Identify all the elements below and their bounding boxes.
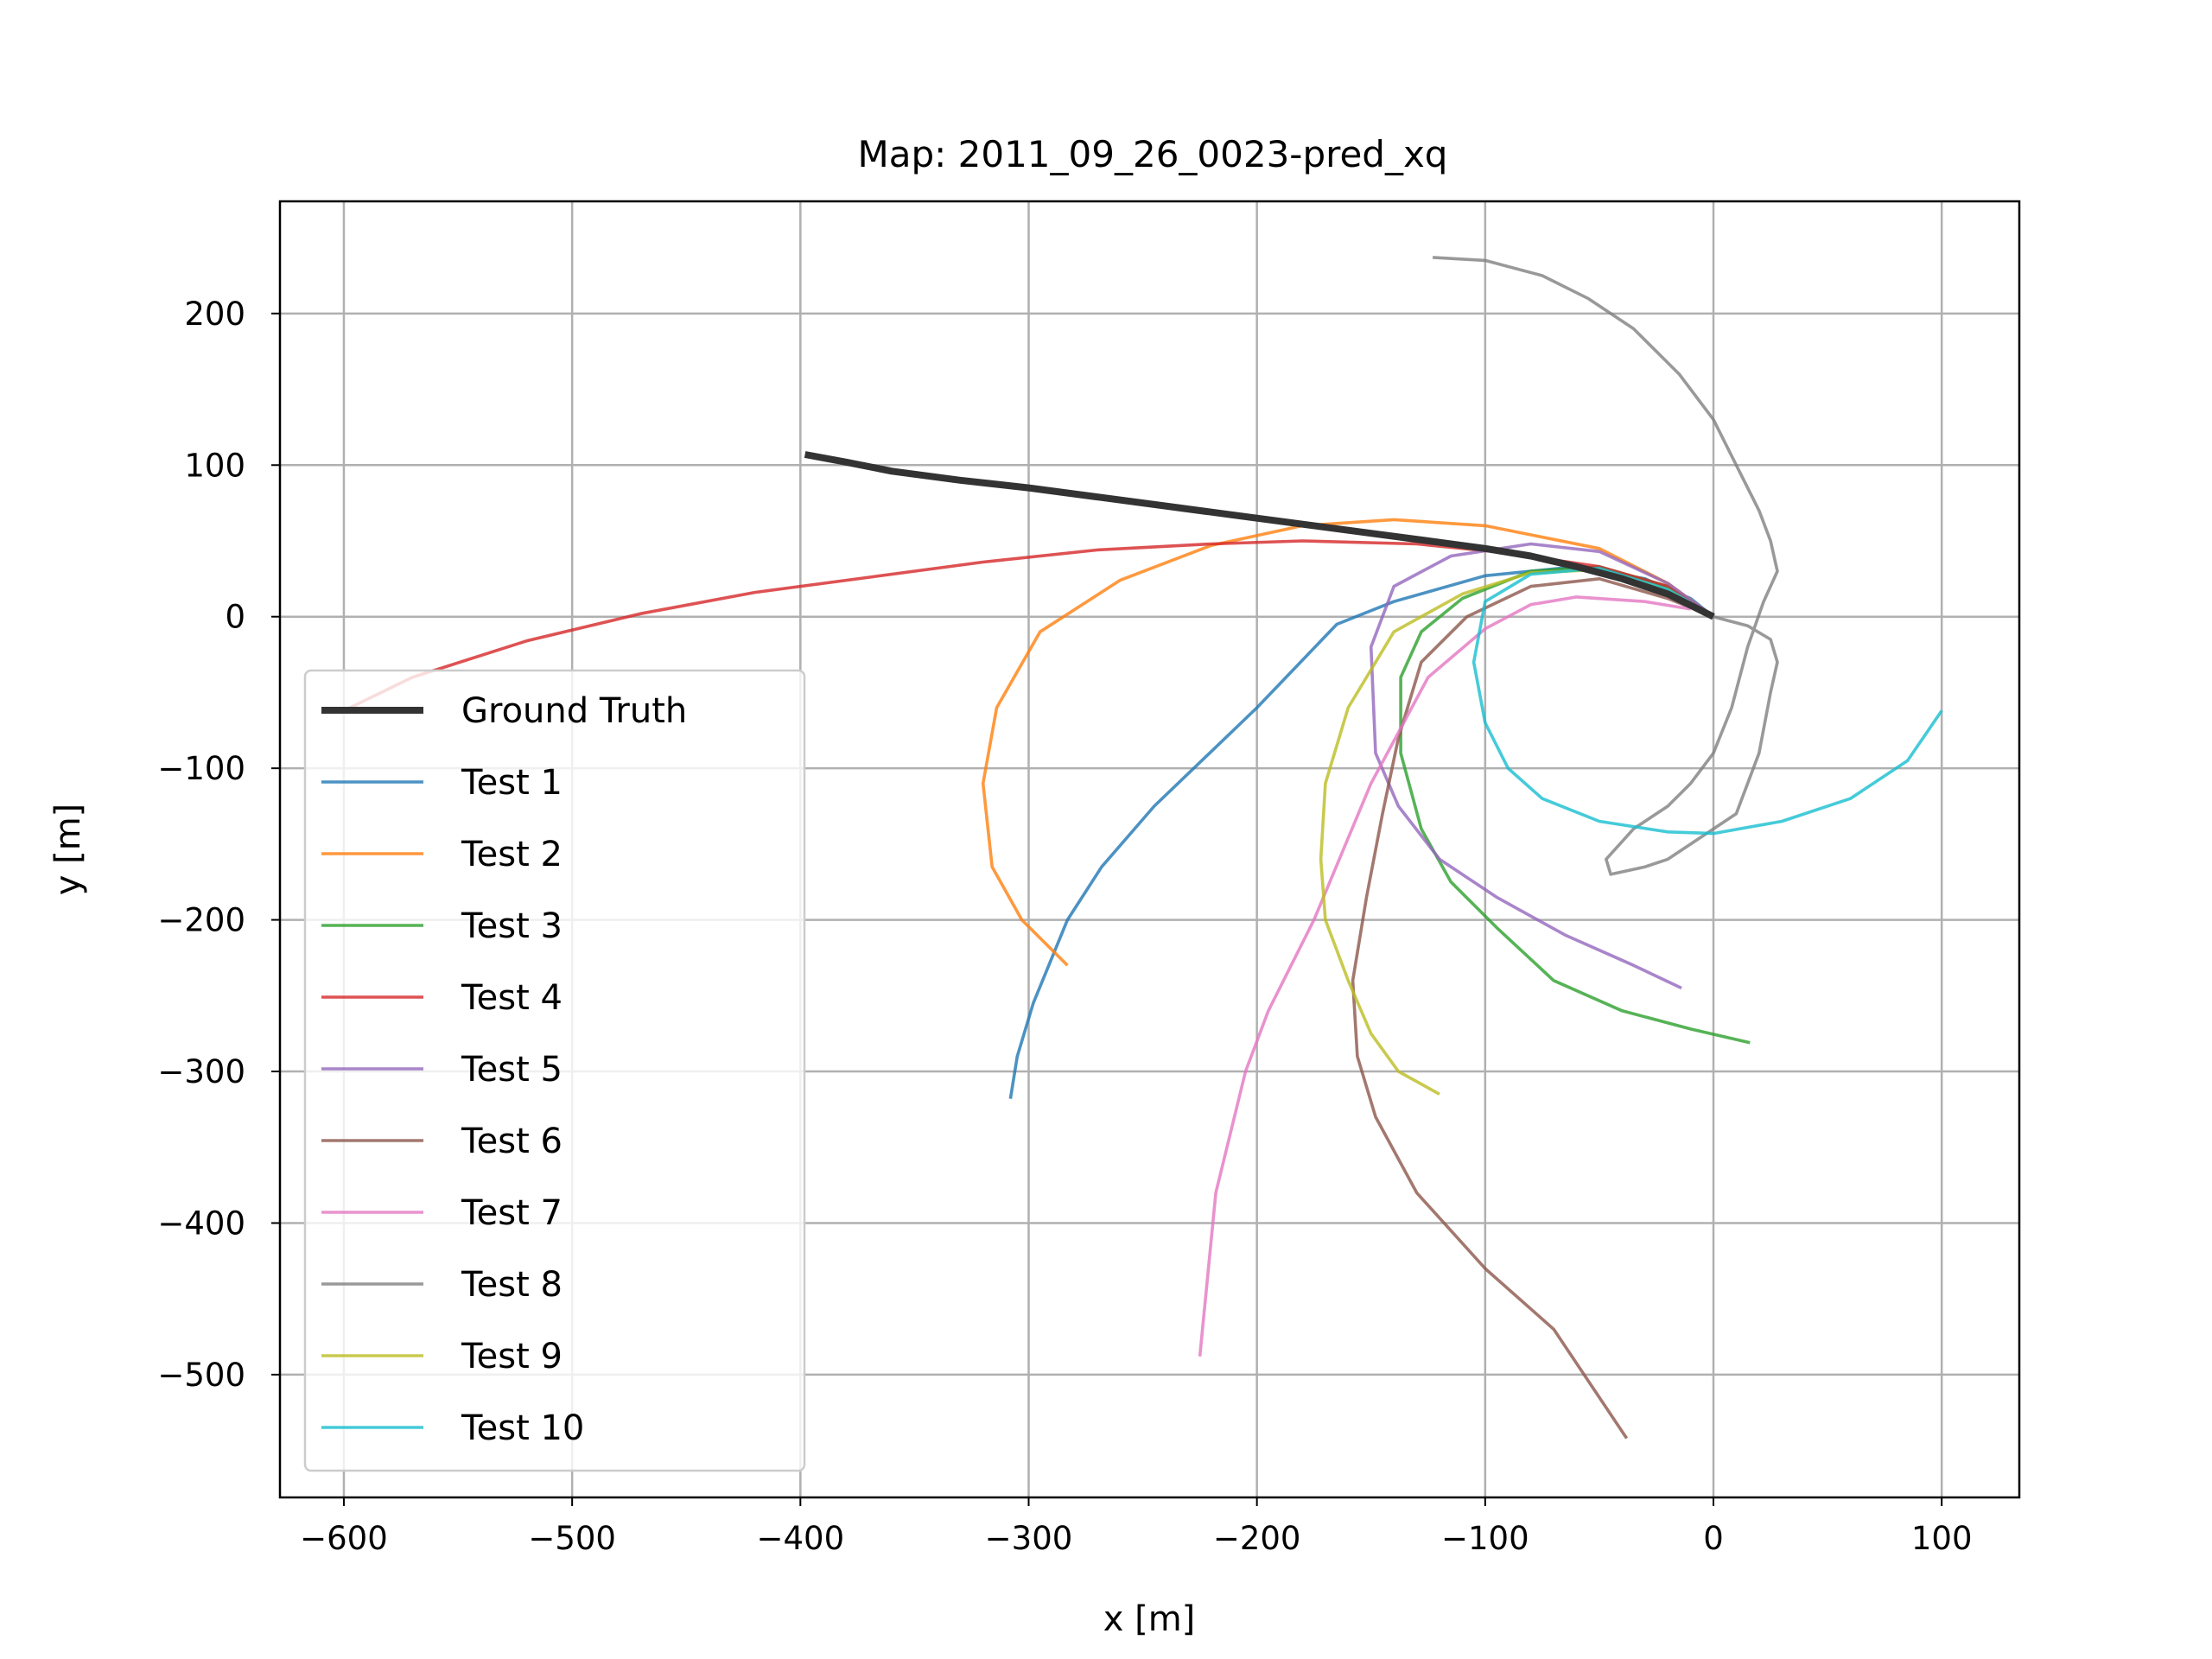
y-tick-label: 100 bbox=[184, 447, 245, 484]
y-tick-label: −100 bbox=[157, 750, 245, 787]
legend-label-test-5: Test 5 bbox=[461, 1050, 563, 1090]
series-lines bbox=[343, 256, 1943, 1440]
x-tick-marks bbox=[342, 1497, 1943, 1506]
x-tick-label: −300 bbox=[985, 1520, 1073, 1557]
legend-label-test-1: Test 1 bbox=[461, 763, 563, 803]
series-line-test-6 bbox=[1351, 576, 1714, 1440]
legend-label-test-7: Test 7 bbox=[461, 1193, 563, 1233]
y-tick-label: −200 bbox=[157, 902, 245, 939]
x-tick-label: 100 bbox=[1911, 1520, 1973, 1557]
legend-label-test-10: Test 10 bbox=[461, 1408, 584, 1448]
y-tick-label: 0 bbox=[225, 599, 245, 636]
series-line-test-8 bbox=[1432, 256, 1779, 876]
series-line-test-7 bbox=[1198, 595, 1691, 1357]
x-tick-label: 0 bbox=[1703, 1520, 1724, 1557]
x-tick-label: −200 bbox=[1213, 1520, 1301, 1557]
y-tick-marks bbox=[271, 312, 280, 1376]
legend-label-test-8: Test 8 bbox=[461, 1265, 563, 1305]
y-tick-labels: 200 100 0 −100 −200 −300 −400 −500 bbox=[157, 296, 245, 1394]
x-tick-label: −500 bbox=[528, 1520, 616, 1557]
legend-label-test-4: Test 4 bbox=[461, 978, 563, 1018]
legend: Ground Truth Test 1 Test 2 Test 3 Test 4 Test… bbox=[303, 669, 806, 1472]
plot-frame bbox=[278, 200, 2021, 1499]
x-tick-label: −600 bbox=[300, 1520, 388, 1557]
series-line-test-10 bbox=[1471, 566, 1943, 836]
series-line-test-2 bbox=[981, 518, 1715, 967]
legend-label-test-9: Test 9 bbox=[461, 1337, 563, 1376]
grid-lines bbox=[280, 201, 2019, 1497]
y-tick-label: −500 bbox=[157, 1357, 245, 1394]
x-axis-label: x [m] bbox=[1103, 1599, 1196, 1639]
series-line-test-5 bbox=[1369, 542, 1715, 990]
legend-label-test-6: Test 6 bbox=[461, 1122, 563, 1161]
y-tick-label: 200 bbox=[184, 296, 245, 333]
legend-box bbox=[303, 669, 806, 1472]
legend-label-test-3: Test 3 bbox=[461, 906, 563, 946]
legend-label-ground-truth: Ground Truth bbox=[461, 691, 687, 731]
x-tick-label: −400 bbox=[757, 1520, 845, 1557]
x-tick-label: −100 bbox=[1441, 1520, 1529, 1557]
legend-label-test-2: Test 2 bbox=[461, 835, 563, 874]
series-line-ground-truth bbox=[804, 451, 1715, 620]
x-tick-labels: −600 −500 −400 −300 −200 −100 0 100 bbox=[300, 1520, 1972, 1557]
y-axis-label: y [m] bbox=[48, 804, 88, 896]
y-tick-label: −400 bbox=[157, 1205, 245, 1242]
chart-title: Map: 2011_09_26_0023-pred_xq bbox=[858, 133, 1448, 175]
y-tick-label: −300 bbox=[157, 1053, 245, 1090]
